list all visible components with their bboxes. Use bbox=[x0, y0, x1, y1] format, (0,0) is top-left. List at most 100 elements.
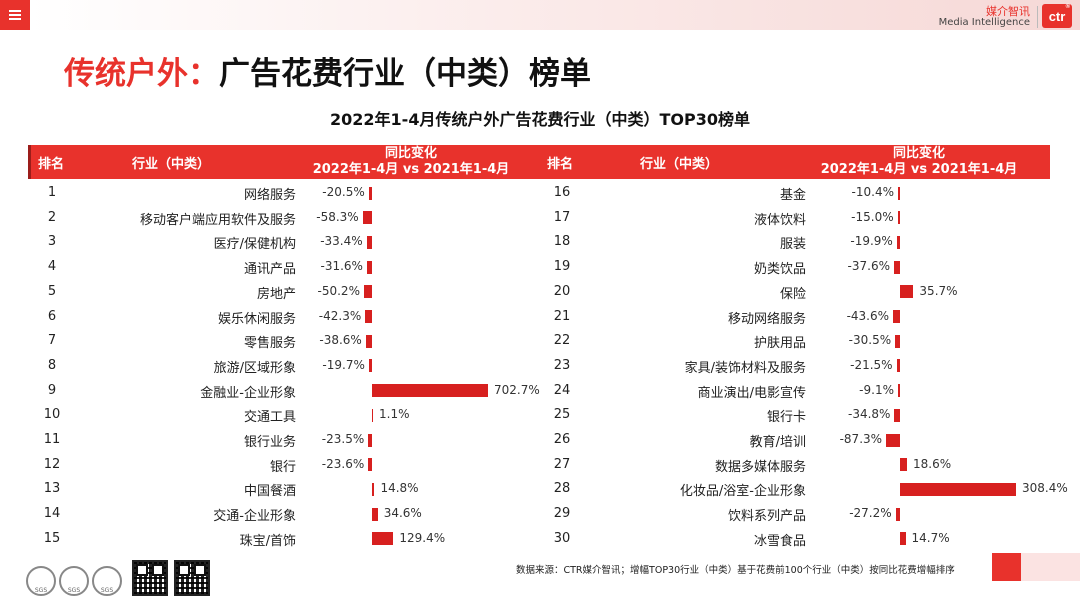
bar-4 bbox=[366, 260, 372, 274]
industry-label: 娱乐休闲服务 bbox=[217, 311, 296, 327]
footer-source-note: 数据来源：CTR媒介智讯；增幅TOP30行业（中类）基于花费前100个行业（中类… bbox=[516, 565, 955, 576]
bar-25 bbox=[894, 408, 900, 422]
page-title: 传统户外：广告花费行业（中类）榜单 bbox=[64, 48, 591, 93]
industry-label: 冰雪食品 bbox=[753, 533, 806, 549]
header-rank-right: 排名 bbox=[547, 156, 574, 172]
bar-12 bbox=[368, 458, 372, 472]
rank-1: 1 bbox=[47, 185, 57, 200]
industry-label: 移动客户端应用软件及服务 bbox=[139, 212, 296, 228]
bar-7 bbox=[365, 334, 372, 348]
header-band bbox=[30, 0, 1080, 30]
bar-14 bbox=[372, 507, 378, 521]
value-label-14: 34.6% bbox=[383, 506, 422, 521]
header-change-left: 同比变化 2022年1-4月 vs 2021年1-4月 bbox=[306, 146, 516, 178]
header-change-right-line1: 同比变化 bbox=[892, 146, 945, 161]
industry-label: 化妆品/浴室-企业形象 bbox=[679, 484, 806, 500]
bar-6 bbox=[365, 310, 372, 323]
rank-15: 15 bbox=[43, 530, 61, 546]
rank-26: 26 bbox=[553, 432, 571, 447]
value-label-5: -50.2% bbox=[317, 283, 360, 298]
industry-label: 旅游/区域形象 bbox=[213, 360, 296, 376]
industry-label: 医疗/保健机构 bbox=[213, 237, 296, 253]
value-label-11: -23.5% bbox=[321, 432, 365, 446]
value-label-3: -33.4% bbox=[320, 234, 363, 249]
value-label-21: -43.6% bbox=[846, 308, 890, 323]
value-label-23: -21.5% bbox=[850, 357, 893, 372]
bar-24 bbox=[898, 384, 900, 398]
industry-label: 中国餐酒 bbox=[243, 484, 296, 500]
page-title-accent: 传统户外： bbox=[64, 56, 219, 92]
industry-label: 移动网络服务 bbox=[727, 311, 806, 327]
rank-8: 8 bbox=[47, 357, 57, 373]
industry-label: 饮料系列产品 bbox=[727, 509, 806, 525]
rank-7: 7 bbox=[47, 333, 57, 349]
ctr-logo: ctr ® bbox=[1042, 4, 1072, 28]
industry-label: 银行卡 bbox=[766, 410, 806, 426]
sgs-badge-3-text: SGS bbox=[100, 587, 114, 594]
bar-1 bbox=[368, 186, 372, 200]
bar-17 bbox=[897, 211, 900, 225]
table-header: 排名 行业（中类） 同比变化 2022年1-4月 vs 2021年1-4月 排名… bbox=[28, 145, 1050, 179]
industry-label: 服装 bbox=[779, 237, 806, 253]
bar-8 bbox=[368, 359, 372, 373]
bar-13 bbox=[372, 482, 375, 496]
rank-30: 30 bbox=[553, 530, 571, 546]
industry-label: 数据多媒体服务 bbox=[714, 459, 806, 475]
sgs-badge-2-text: SGS bbox=[67, 587, 81, 594]
value-label-25: -34.8% bbox=[847, 407, 891, 422]
rank-19: 19 bbox=[553, 259, 571, 275]
bar-3 bbox=[366, 235, 372, 249]
industry-label: 珠宝/首饰 bbox=[239, 533, 296, 549]
bar-18 bbox=[896, 235, 900, 249]
industry-label: 网络服务 bbox=[243, 188, 296, 203]
menu-button[interactable] bbox=[0, 0, 30, 30]
rank-4: 4 bbox=[47, 259, 57, 275]
rank-28: 28 bbox=[553, 481, 571, 497]
value-label-6: -42.3% bbox=[318, 308, 362, 323]
rank-24: 24 bbox=[553, 382, 571, 398]
value-label-9: 702.7% bbox=[494, 382, 540, 397]
brand-name-en: Media Intelligence bbox=[938, 16, 1030, 28]
sgs-badge-3: SGS bbox=[92, 566, 122, 596]
rank-21: 21 bbox=[553, 308, 571, 324]
qr-code-2 bbox=[174, 560, 210, 596]
value-label-29: -27.2% bbox=[849, 506, 892, 521]
value-label-30: 14.7% bbox=[911, 530, 950, 545]
rank-27: 27 bbox=[553, 456, 571, 472]
rank-11: 11 bbox=[43, 432, 61, 447]
chart-title: 2022年1-4月传统户外广告花费行业（中类）TOP30榜单 bbox=[330, 110, 750, 129]
rank-16: 16 bbox=[553, 185, 571, 200]
bar-28 bbox=[900, 482, 1016, 496]
rank-13: 13 bbox=[43, 481, 61, 497]
industry-label: 护肤用品 bbox=[753, 336, 806, 352]
header-industry-right: 行业（中类） bbox=[640, 156, 719, 172]
bar-9 bbox=[372, 384, 488, 398]
value-label-2: -58.3% bbox=[316, 209, 359, 224]
bar-30 bbox=[900, 532, 906, 546]
menu-icon bbox=[9, 10, 21, 20]
industry-label: 基金 bbox=[779, 188, 806, 203]
value-label-18: -19.9% bbox=[850, 234, 893, 249]
value-label-1: -20.5% bbox=[322, 185, 365, 199]
bar-27 bbox=[900, 458, 907, 472]
header-change-left-line2: 2022年1-4月 vs 2021年1-4月 bbox=[312, 162, 510, 177]
sgs-badge-1-text: SGS bbox=[34, 587, 48, 594]
rank-12: 12 bbox=[43, 456, 61, 472]
industry-label: 奶类饮品 bbox=[753, 262, 806, 278]
value-label-8: -19.7% bbox=[322, 357, 365, 372]
bar-15 bbox=[372, 532, 394, 546]
value-label-12: -23.6% bbox=[321, 456, 365, 471]
rank-22: 22 bbox=[553, 333, 571, 349]
logo-text: ctr bbox=[1048, 8, 1066, 24]
industry-label: 零售服务 bbox=[243, 336, 296, 352]
brand-text: 媒介智讯 Media Intelligence bbox=[939, 6, 1030, 28]
value-label-20: 35.7% bbox=[919, 283, 958, 298]
rank-17: 17 bbox=[553, 209, 571, 225]
page-title-main: 广告花费行业（中类）榜单 bbox=[219, 56, 591, 92]
rank-18: 18 bbox=[553, 234, 571, 250]
industry-label: 交通-企业形象 bbox=[213, 509, 296, 525]
value-label-19: -37.6% bbox=[847, 259, 890, 274]
industry-label: 银行 bbox=[269, 459, 296, 475]
value-label-13: 14.8% bbox=[380, 481, 419, 496]
logo-mark: ® bbox=[1065, 4, 1070, 10]
